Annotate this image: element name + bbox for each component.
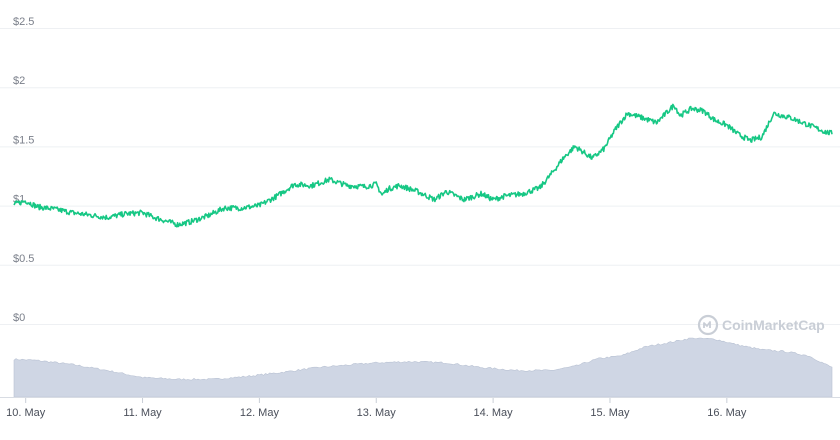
coinmarketcap-logo-icon <box>697 314 719 336</box>
x-tick-label: 11. May <box>123 407 162 419</box>
volume-area <box>13 337 833 398</box>
y-tick-label: $1.5 <box>13 134 34 146</box>
y-tick-label: $2 <box>13 75 25 87</box>
price-series <box>13 103 833 228</box>
y-tick-label: $2.5 <box>13 16 34 28</box>
x-tick-label: 10. May <box>6 407 46 419</box>
x-axis-ticks: 10. May 11. May 12. May 13. May 14. May 15. M… <box>6 398 747 419</box>
y-tick-label: $0.5 <box>13 253 34 265</box>
y-axis-ticks: $2.5$2$1.5$1$0.5$0 <box>13 16 34 324</box>
x-tick-label: 12. May <box>240 407 280 419</box>
watermark-text: CoinMarketCap <box>722 317 825 333</box>
grid-lines <box>0 28 840 325</box>
volume-area-path <box>13 337 833 398</box>
x-tick-label: 16. May <box>707 407 747 419</box>
x-tick-label: 14. May <box>474 407 514 419</box>
price-line <box>13 103 833 228</box>
watermark: CoinMarketCap <box>697 314 825 336</box>
x-tick-label: 15. May <box>590 407 630 419</box>
x-tick-label: 13. May <box>357 407 397 419</box>
y-tick-label: $0 <box>13 312 25 324</box>
